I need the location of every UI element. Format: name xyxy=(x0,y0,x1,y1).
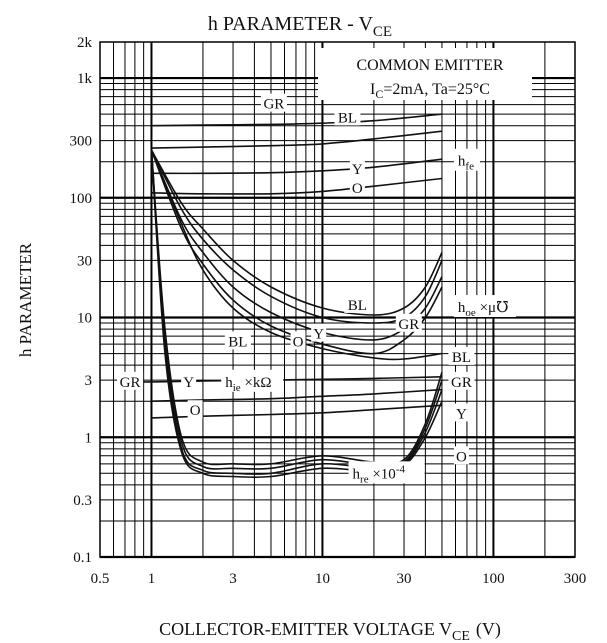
chart-title-text: h PARAMETER - V xyxy=(208,13,374,35)
curve-label-bg xyxy=(344,294,371,313)
y-tick-label: 1 xyxy=(85,430,93,446)
x-tick-label: 3 xyxy=(229,571,237,587)
curve-label-bg xyxy=(349,159,365,178)
curve-label-bg xyxy=(260,93,287,112)
series-hre-o xyxy=(150,150,443,479)
curve-label: O xyxy=(190,403,201,419)
y-tick-label: 3 xyxy=(85,373,93,389)
y-tick-label: 2k xyxy=(77,35,93,51)
x-tick-label: 100 xyxy=(482,571,505,587)
x-tick-label: 1 xyxy=(148,571,156,587)
conditions-ic-sub: C xyxy=(375,87,383,101)
curve-label: BL xyxy=(338,110,357,126)
series-hfe-bl xyxy=(151,130,443,149)
curve-label: BL xyxy=(452,350,471,366)
curve-label: Y xyxy=(183,375,194,391)
param-label-bg-hfe xyxy=(453,148,480,171)
param-label-hfe: hfe xyxy=(458,154,474,173)
param-label-bg-hoe xyxy=(453,295,516,318)
x-axis-label-sub: CE xyxy=(452,629,470,643)
plot-frame xyxy=(99,41,576,558)
conditions-box xyxy=(318,48,532,100)
y-tick-label: 30 xyxy=(77,253,92,269)
curve-label-bg xyxy=(187,400,203,419)
curve-label: BL xyxy=(348,298,367,314)
curve-label-bg xyxy=(334,107,361,126)
curve-label: O xyxy=(293,334,304,350)
y-tick-label: 100 xyxy=(70,191,93,207)
x-axis-label-unit: (V) xyxy=(476,619,501,640)
y-tick-label: 1k xyxy=(77,71,93,87)
curve-label-bg xyxy=(224,331,251,350)
curve-label: GR xyxy=(398,317,419,333)
param-label-bg-hie xyxy=(221,369,284,392)
curve-label-bg xyxy=(349,178,365,197)
x-axis-label-text: COLLECTOR-EMITTER VOLTAGE V xyxy=(159,619,452,639)
curve-label-bg xyxy=(181,371,197,390)
curves xyxy=(134,113,443,479)
curve-label: GR xyxy=(120,375,141,391)
curve-label-bg xyxy=(453,446,469,465)
curve-label: GR xyxy=(451,375,472,391)
param-label-hre: hre ×10-4 xyxy=(353,463,406,485)
series-hie-bl xyxy=(150,149,443,361)
curve-label-bg xyxy=(311,323,327,342)
curve-label: O xyxy=(352,181,363,197)
series-hfe-gr xyxy=(151,113,443,127)
curve-label: BL xyxy=(228,334,247,350)
series-hoe-gr xyxy=(150,149,443,324)
x-tick-label: 0.5 xyxy=(91,571,110,587)
param-label-bg-hre xyxy=(348,461,425,484)
curve-label-bg xyxy=(453,403,469,422)
x-tick-label: 10 xyxy=(315,571,330,587)
grid: 0.5 1 3 10 30 100 300 2k 1k 300 100 30 10 3 1 0.3 0.1 xyxy=(70,35,587,587)
curve-label-bg xyxy=(395,313,422,332)
y-axis-label: h PARAMETER xyxy=(16,242,35,357)
y-tick-label: 10 xyxy=(77,311,92,327)
conditions-rest: =2mA, Ta=25°C xyxy=(383,81,490,98)
x-axis-label: COLLECTOR-EMITTER VOLTAGE VCE (V) xyxy=(159,619,501,643)
x-tick-label: 300 xyxy=(564,571,587,587)
param-label-hoe: hoe ×μ℧ xyxy=(458,300,509,319)
conditions-line1: COMMON EMITTER xyxy=(356,57,503,74)
series-hoe-bl xyxy=(150,149,443,316)
parameter-labels: hfe hoe ×μ℧ hie ×kΩ hre ×10-4 xyxy=(221,148,516,485)
chart-title-sub: CE xyxy=(373,24,392,40)
conditions-ic: I xyxy=(370,81,375,98)
series-hfe-o xyxy=(151,177,443,195)
series-hie-y xyxy=(151,388,443,402)
y-tick-label: 300 xyxy=(70,134,93,150)
curve-label: Y xyxy=(456,406,467,422)
x-tick-label: 30 xyxy=(397,571,412,587)
curve-label-bg xyxy=(117,371,144,390)
curve-label-bg xyxy=(448,371,475,390)
curve-label: GR xyxy=(263,97,284,113)
chart-title: h PARAMETER - VCE xyxy=(208,13,392,40)
y-tick-label: 0.3 xyxy=(73,493,92,509)
series-hre-gr xyxy=(150,150,443,470)
curve-label: O xyxy=(456,449,467,465)
conditions-line2: IC=2mA, Ta=25°C xyxy=(370,81,490,101)
y-tick-label: 0.1 xyxy=(73,550,92,566)
series-hfe-y xyxy=(151,158,443,175)
curve-label: Y xyxy=(313,327,324,343)
curve-label: Y xyxy=(352,162,363,178)
curve-label-bg xyxy=(448,346,475,365)
param-label-hie: hie ×kΩ xyxy=(225,375,271,394)
series-hie-gr xyxy=(134,376,443,383)
curve-label-bg xyxy=(290,331,306,350)
